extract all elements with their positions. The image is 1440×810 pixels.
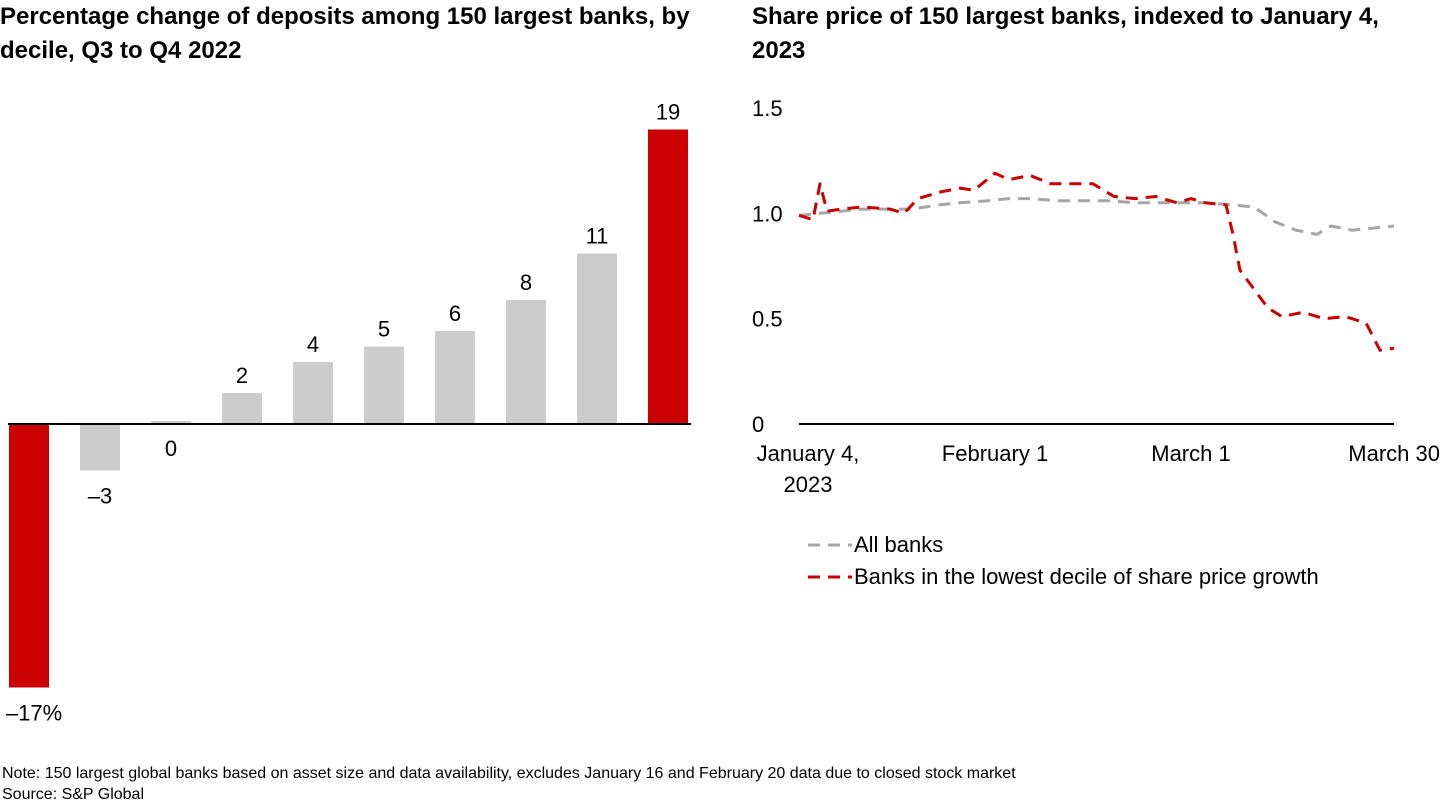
bar-decile-5 (293, 362, 333, 424)
right-chart-title: Share price of 150 largest banks, indexe… (752, 3, 1379, 64)
bar-decile-1 (9, 424, 49, 688)
x-tick-label: January 4, 2023 (757, 441, 860, 497)
legend-label-lowest-decile: Banks in the lowest decile of share pric… (854, 564, 1319, 589)
left-chart-title: Percentage change of deposits among 150 … (0, 3, 690, 64)
bar-decile-8 (506, 300, 546, 424)
legend-item-lowest-decile: Banks in the lowest decile of share pric… (808, 564, 1319, 590)
bar-label-decile-6: 5 (378, 317, 390, 342)
bar-decile-9 (577, 253, 617, 424)
bar-decile-10 (648, 129, 688, 424)
bar-label-decile-2: –3 (88, 484, 112, 509)
bar-label-decile-9: 11 (586, 224, 609, 249)
x-tick-label: March 1 (1151, 441, 1230, 466)
legend-swatch-lowest-decile (808, 575, 852, 579)
x-tick-label-line: February 1 (942, 441, 1048, 466)
bar-decile-7 (435, 331, 475, 424)
bar-label-decile-10: 19 (656, 100, 680, 125)
x-tick-label: February 1 (942, 441, 1048, 466)
y-tick-label: 1.0 (752, 201, 783, 226)
series-all-banks-line (798, 197, 1395, 236)
bar-label-decile-7: 6 (449, 301, 461, 326)
legend-label-all-banks: All banks (854, 532, 944, 557)
footnote: Note: 150 largest global banks based on … (2, 765, 1016, 782)
bar-decile-6 (364, 346, 404, 424)
x-tick-label-line: 2023 (784, 472, 833, 497)
bar-label-decile-8: 8 (520, 270, 532, 295)
source-line: Source: S&P Global (2, 786, 145, 803)
x-tick-label: March 30 (1348, 441, 1440, 466)
bar-label-decile-3: 0 (165, 436, 177, 461)
y-tick-label: 1.5 (752, 96, 783, 121)
x-tick-label-line: March 30 (1348, 441, 1440, 466)
y-tick-label: 0 (752, 412, 764, 437)
legend-item-all-banks: All banks (808, 532, 943, 558)
bar-decile-2 (80, 424, 120, 471)
series-lowest-decile-line (798, 171, 1395, 352)
bar-label-decile-1: –17% (6, 701, 62, 726)
bar-decile-4 (222, 393, 262, 424)
x-tick-label-line: March 1 (1151, 441, 1230, 466)
y-tick-label: 0.5 (752, 307, 783, 332)
x-tick-label-line: January 4, (757, 441, 860, 466)
bar-label-decile-5: 4 (307, 332, 319, 357)
bar-label-decile-4: 2 (236, 363, 248, 388)
legend-swatch-all-banks (808, 543, 852, 547)
bar-decile-3 (151, 421, 191, 424)
